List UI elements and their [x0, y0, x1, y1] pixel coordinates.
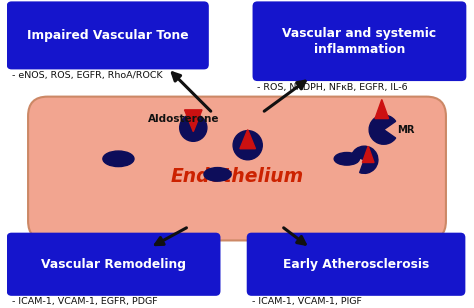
Polygon shape	[240, 130, 255, 149]
Text: - eNOS, ROS, EGFR, RhoA/ROCK: - eNOS, ROS, EGFR, RhoA/ROCK	[11, 71, 162, 80]
Ellipse shape	[103, 151, 134, 167]
Text: Vascular Remodeling: Vascular Remodeling	[41, 258, 186, 271]
Text: - ROS, NADPH, NFκB, EGFR, IL-6: - ROS, NADPH, NFκB, EGFR, IL-6	[257, 83, 408, 92]
Circle shape	[233, 131, 262, 160]
Wedge shape	[352, 146, 378, 173]
FancyBboxPatch shape	[253, 2, 466, 81]
FancyBboxPatch shape	[247, 233, 465, 296]
Text: Endothelium: Endothelium	[171, 167, 303, 186]
FancyBboxPatch shape	[7, 2, 209, 69]
Polygon shape	[362, 146, 374, 163]
Text: Impaired Vascular Tone: Impaired Vascular Tone	[27, 29, 189, 42]
Polygon shape	[375, 99, 389, 119]
Text: Aldosterone: Aldosterone	[147, 114, 219, 124]
Ellipse shape	[204, 168, 231, 181]
Text: MR: MR	[397, 125, 415, 135]
FancyBboxPatch shape	[7, 233, 220, 296]
Text: - ICAM-1, VCAM-1, EGFR, PDGF: - ICAM-1, VCAM-1, EGFR, PDGF	[11, 297, 157, 306]
Text: Early Atherosclerosis: Early Atherosclerosis	[283, 258, 429, 271]
Text: - ICAM-1, VCAM-1, PlGF: - ICAM-1, VCAM-1, PlGF	[252, 297, 362, 306]
Ellipse shape	[334, 152, 359, 165]
Text: Vascular and systemic
inflammation: Vascular and systemic inflammation	[283, 27, 437, 56]
Polygon shape	[184, 110, 202, 132]
Wedge shape	[369, 115, 396, 144]
FancyBboxPatch shape	[28, 97, 446, 241]
Circle shape	[180, 114, 207, 141]
